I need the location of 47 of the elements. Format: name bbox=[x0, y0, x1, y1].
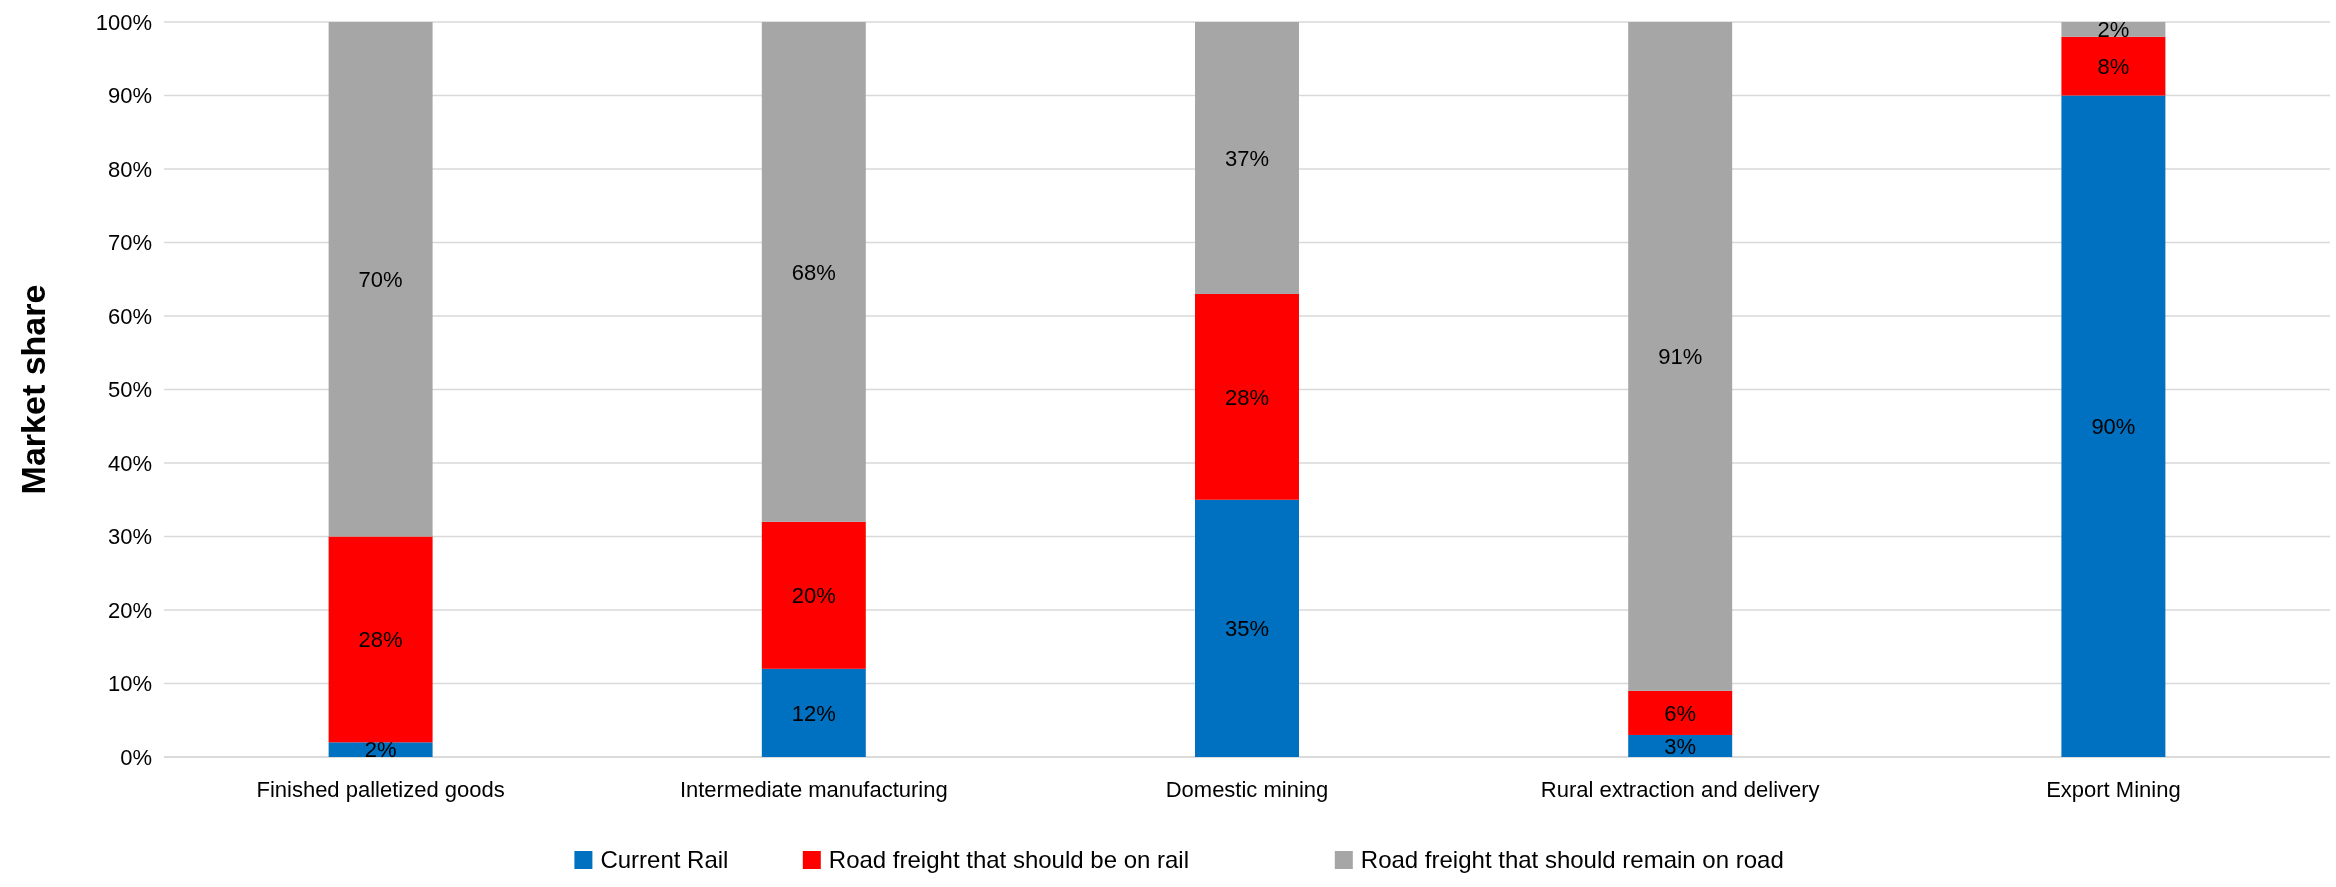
legend-label: Road freight that should remain on road bbox=[1360, 846, 1784, 874]
y-tick-label: 100% bbox=[95, 9, 152, 35]
bar bbox=[1195, 22, 1299, 294]
bar bbox=[328, 536, 433, 743]
data-label: 8% bbox=[2097, 53, 2130, 79]
data-label: 70% bbox=[358, 266, 403, 292]
x-tick-label: Intermediate manufacturing bbox=[679, 777, 948, 802]
legend-label: Road freight that should be on rail bbox=[828, 846, 1190, 874]
y-tick-label: 20% bbox=[107, 597, 152, 623]
y-tick-label: 90% bbox=[107, 83, 152, 109]
bar bbox=[1628, 690, 1733, 735]
bar bbox=[2061, 95, 2166, 757]
y-tick-label: 80% bbox=[107, 156, 152, 182]
y-tick-label: 0% bbox=[120, 744, 152, 770]
bar bbox=[1628, 22, 1733, 691]
data-label: 2% bbox=[2097, 17, 2130, 43]
legend-label: Current Rail bbox=[600, 846, 729, 874]
bar bbox=[2061, 36, 2166, 96]
bar bbox=[761, 22, 866, 522]
y-tick-label: 70% bbox=[107, 230, 152, 256]
bar bbox=[761, 668, 866, 757]
data-label: 37% bbox=[1224, 145, 1270, 171]
data-label: 28% bbox=[1224, 384, 1270, 410]
bar bbox=[761, 521, 866, 669]
bar bbox=[1195, 293, 1299, 500]
y-tick-label: 10% bbox=[107, 671, 152, 697]
data-label: 6% bbox=[1664, 700, 1697, 726]
data-label: 35% bbox=[1224, 616, 1270, 642]
y-tick-label: 60% bbox=[107, 303, 152, 329]
x-tick-label: Finished palletized goods bbox=[256, 777, 505, 802]
data-label: 3% bbox=[1664, 733, 1697, 759]
data-label: 91% bbox=[1658, 344, 1703, 370]
y-axis-title: Market share bbox=[14, 284, 52, 495]
x-tick-label: Export Mining bbox=[2046, 777, 2181, 802]
data-label: 20% bbox=[791, 583, 836, 608]
y-tick-label: 40% bbox=[107, 450, 152, 476]
data-label: 12% bbox=[791, 700, 836, 726]
x-tick-label: Domestic mining bbox=[1165, 777, 1329, 802]
x-tick-label: Rural extraction and delivery bbox=[1540, 777, 1820, 802]
data-label: 90% bbox=[2091, 413, 2136, 439]
bar bbox=[1195, 499, 1299, 757]
bar bbox=[328, 22, 433, 537]
y-tick-label: 30% bbox=[107, 524, 152, 550]
data-label: 68% bbox=[791, 259, 836, 285]
data-label: 2% bbox=[364, 737, 397, 763]
data-label: 28% bbox=[358, 627, 403, 653]
y-tick-label: 50% bbox=[107, 377, 152, 403]
